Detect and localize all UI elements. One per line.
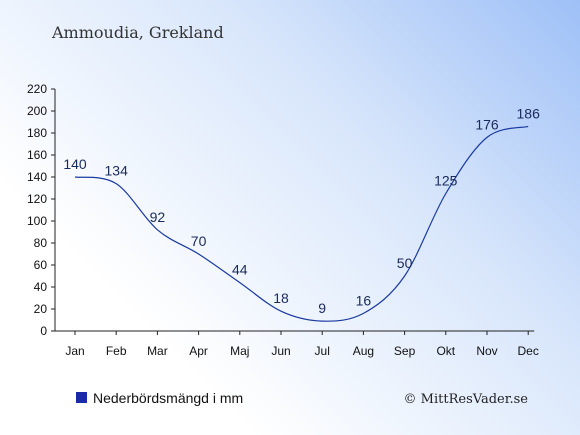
x-tick-label: Feb <box>106 344 127 358</box>
series-line-layer <box>74 125 529 322</box>
axes: 0 20 40 60 80 100 120 140 160 180 200 220 Jan Feb Mar A… <box>27 82 539 358</box>
data-label: 140 <box>63 156 87 172</box>
x-tick-label: Nov <box>476 344 497 358</box>
data-labels: 140 134 92 70 44 18 9 16 50 125 176 186 <box>63 105 540 316</box>
data-label: 176 <box>475 116 499 132</box>
data-label: 50 <box>397 255 413 271</box>
copyright-text: © MittResVader.se <box>404 392 529 407</box>
y-tick-label: 60 <box>34 258 48 272</box>
x-tick-label: Maj <box>230 344 249 358</box>
x-tick-label: Dec <box>518 344 539 358</box>
data-label: 16 <box>356 292 372 308</box>
data-label: 186 <box>517 105 541 121</box>
x-tick-label: Jan <box>65 344 84 358</box>
y-tick-label: 40 <box>34 280 48 294</box>
data-label: 18 <box>273 290 289 306</box>
data-label: 125 <box>434 173 458 189</box>
y-tick-label: 220 <box>27 82 47 96</box>
y-tick-label: 0 <box>40 324 47 338</box>
y-tick-label: 180 <box>27 126 47 140</box>
y-tick-label: 100 <box>27 214 47 228</box>
y-tick-label: 120 <box>27 192 47 206</box>
y-tick-label: 160 <box>27 148 47 162</box>
legend-label: Nederbördsmängd i mm <box>93 390 243 406</box>
legend-swatch <box>76 392 87 403</box>
x-tick-label: Mar <box>147 344 168 358</box>
series-line <box>74 125 529 322</box>
y-tick-label: 20 <box>34 302 48 316</box>
y-tick-label: 140 <box>27 170 47 184</box>
y-tick-label: 200 <box>27 104 47 118</box>
x-tick-label: Okt <box>436 344 455 358</box>
y-tick-label: 80 <box>34 236 48 250</box>
data-label: 92 <box>150 209 166 225</box>
chart-title: Ammoudia, Grekland <box>51 23 224 42</box>
x-tick-label: Aug <box>353 344 374 358</box>
x-tick-label: Apr <box>189 344 208 358</box>
x-tick-label: Jul <box>315 344 330 358</box>
data-label: 44 <box>232 262 248 278</box>
x-tick-label: Jun <box>271 344 290 358</box>
data-label: 134 <box>105 163 129 179</box>
data-label: 70 <box>191 233 207 249</box>
data-label: 9 <box>318 300 326 316</box>
x-tick-label: Sep <box>394 344 416 358</box>
